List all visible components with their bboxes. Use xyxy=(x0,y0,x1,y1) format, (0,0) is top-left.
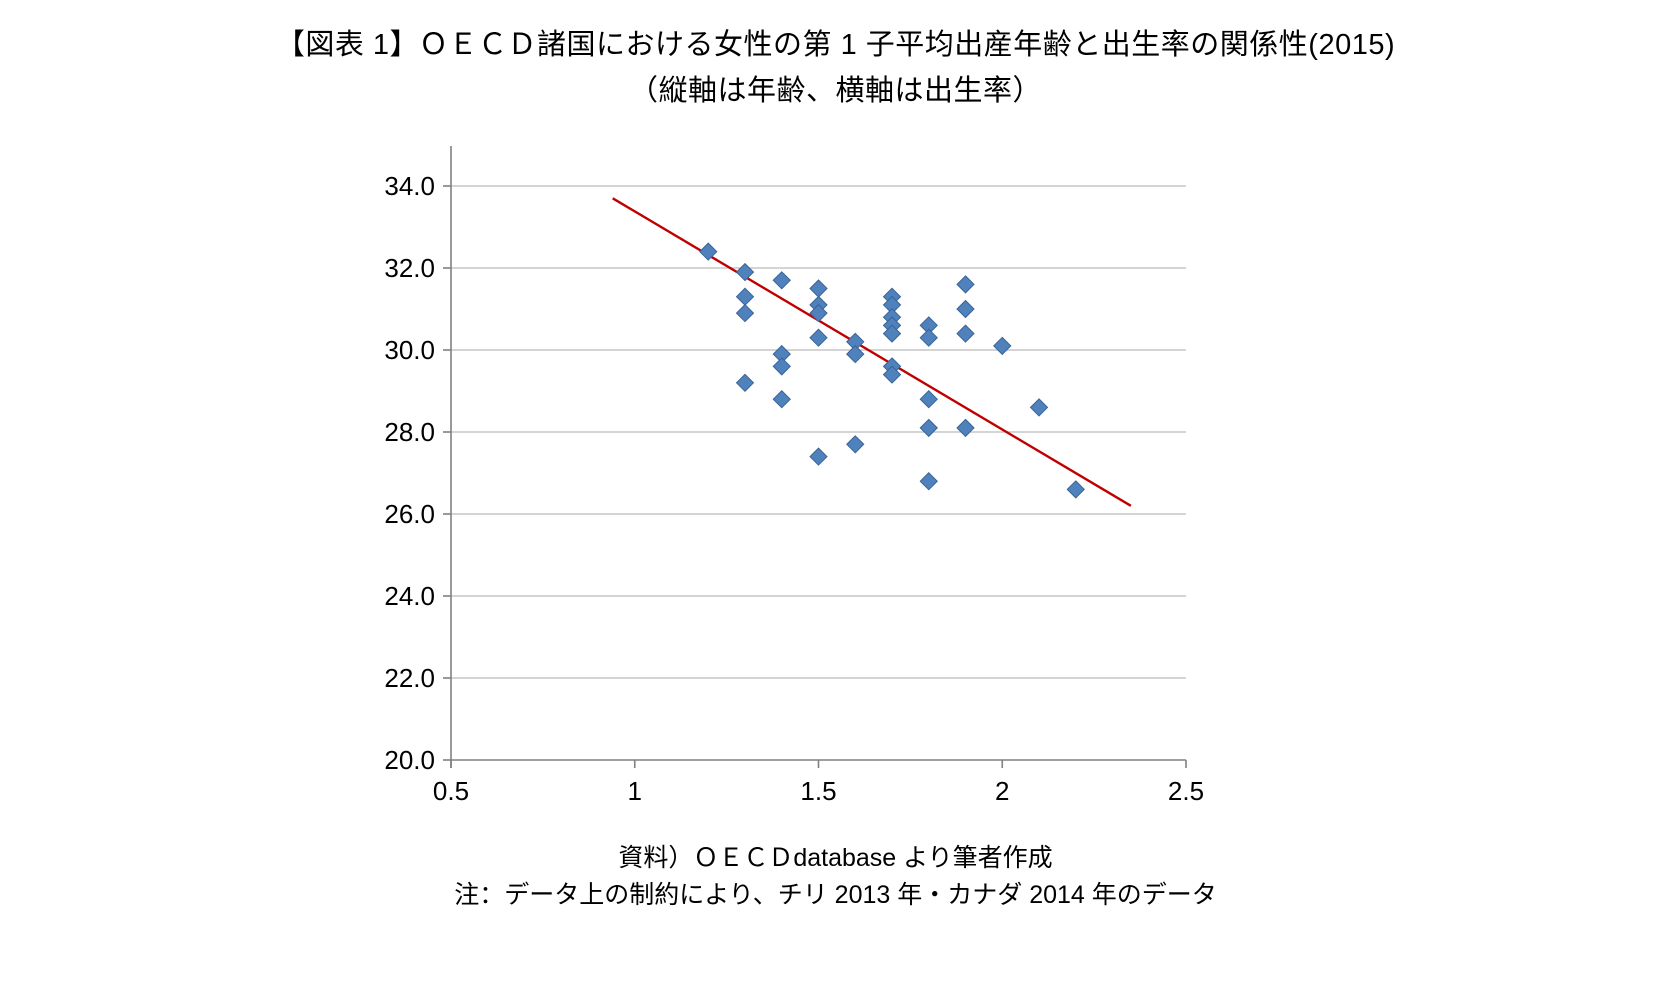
scatter-points xyxy=(699,242,1085,499)
data-point-diamond xyxy=(772,271,791,290)
svg-text:2.5: 2.5 xyxy=(1168,776,1204,806)
svg-text:26.0: 26.0 xyxy=(384,499,435,529)
y-tick-labels: 20.0 22.0 24.0 26.0 28.0 30.0 32.0 34.0 xyxy=(384,171,435,775)
svg-text:34.0: 34.0 xyxy=(384,171,435,201)
data-point-diamond xyxy=(956,275,975,294)
source-note: 資料）ＯＥＣＤdatabase より筆者作成 xyxy=(618,844,1053,872)
svg-text:28.0: 28.0 xyxy=(384,417,435,447)
data-point-diamond xyxy=(1029,398,1049,417)
svg-text:1: 1 xyxy=(628,776,642,806)
scatter-chart-svg: 20.0 22.0 24.0 26.0 28.0 30.0 32.0 34.0 0.5 1 1.5 2… xyxy=(384,146,1204,806)
data-point-diamond xyxy=(882,365,902,384)
data-point-diamond xyxy=(809,279,828,298)
svg-text:20.0: 20.0 xyxy=(384,745,435,775)
data-point-diamond xyxy=(919,418,938,438)
chart-title: 【図表 1】ＯＥＣＤ諸国における女性の第 1 子平均出産年齢と出生率の関係性(2… xyxy=(0,22,1671,114)
data-point-diamond xyxy=(956,299,975,319)
data-point-diamond xyxy=(846,435,865,454)
data-point-diamond xyxy=(735,303,755,323)
scatter-chart: 20.0 22.0 24.0 26.0 28.0 30.0 32.0 34.0 0.5 1 1.5 2… xyxy=(366,120,1206,820)
x-tick-labels: 0.5 1 1.5 2 2.5 xyxy=(433,776,1204,806)
data-point-diamond xyxy=(882,324,902,343)
trend-line xyxy=(612,197,1132,507)
data-point-diamond xyxy=(919,328,938,347)
data-point-diamond xyxy=(735,373,755,393)
axes xyxy=(443,146,1187,768)
data-point-diamond xyxy=(919,471,938,491)
data-point-diamond xyxy=(956,418,975,438)
gridlines xyxy=(451,185,1186,679)
chart-title-line1: 【図表 1】ＯＥＣＤ諸国における女性の第 1 子平均出産年齢と出生率の関係性(2… xyxy=(275,29,1396,61)
data-point-diamond xyxy=(956,324,975,343)
data-note: 注：データ上の制約により、チリ 2013 年・カナダ 2014 年のデータ xyxy=(454,881,1217,909)
svg-text:1.5: 1.5 xyxy=(800,776,836,806)
data-point-diamond xyxy=(809,303,828,323)
data-point-diamond xyxy=(809,447,828,466)
svg-text:24.0: 24.0 xyxy=(384,581,435,611)
data-point-diamond xyxy=(735,287,755,306)
chart-footer: 資料）ＯＥＣＤdatabase より筆者作成 注：データ上の制約により、チリ 2… xyxy=(0,840,1671,914)
svg-text:2: 2 xyxy=(995,776,1009,806)
data-point-diamond xyxy=(772,389,791,409)
data-point-diamond xyxy=(735,262,755,282)
chart-title-line2: （縦軸は年齢、横軸は出生率） xyxy=(628,75,1042,107)
data-point-diamond xyxy=(809,328,828,347)
svg-text:0.5: 0.5 xyxy=(433,776,469,806)
data-point-diamond xyxy=(993,336,1012,356)
data-point-diamond xyxy=(699,242,718,261)
svg-text:30.0: 30.0 xyxy=(384,335,435,365)
data-point-diamond xyxy=(1066,480,1085,499)
data-point-diamond xyxy=(846,344,865,364)
svg-text:22.0: 22.0 xyxy=(384,663,435,693)
data-point-diamond xyxy=(919,389,938,409)
data-point-diamond xyxy=(772,357,791,376)
svg-text:32.0: 32.0 xyxy=(384,253,435,283)
